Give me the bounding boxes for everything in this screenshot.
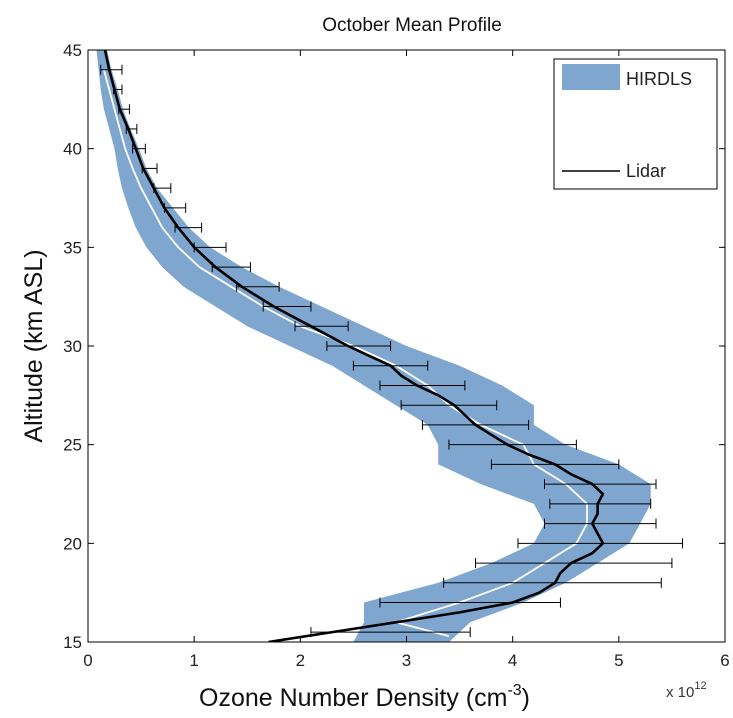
x-tick-label: 1 bbox=[189, 651, 198, 670]
lidar-line bbox=[103, 50, 605, 642]
lidar-error-bar bbox=[544, 518, 657, 529]
lidar-error-bar bbox=[443, 577, 662, 588]
lidar-error-bar bbox=[400, 400, 498, 411]
x-tick-label: 4 bbox=[508, 651, 517, 670]
lidar-error-bar bbox=[100, 64, 123, 75]
chart-title: October Mean Profile bbox=[322, 15, 502, 36]
y-tick-label: 20 bbox=[63, 534, 82, 553]
lidar-error-bar bbox=[544, 479, 657, 490]
x-axis-label-close: ) bbox=[522, 684, 530, 712]
lidar-error-bar bbox=[294, 321, 349, 332]
x-axis-label-superscript: -3 bbox=[507, 682, 521, 699]
legend: HIRDLS Lidar bbox=[553, 58, 718, 190]
x-axis-label-main: Ozone Number Density (cm bbox=[199, 684, 507, 712]
y-tick-label: 25 bbox=[63, 436, 82, 455]
lidar-error-bar bbox=[517, 538, 684, 549]
lidar-error-bar bbox=[326, 341, 392, 351]
y-axis-label: Altitude (km ASL) bbox=[20, 249, 48, 442]
x-tick-label: 5 bbox=[614, 651, 623, 670]
y-tick-label: 30 bbox=[63, 337, 82, 356]
legend-swatch-hirdls bbox=[562, 64, 620, 90]
lidar-error-bar bbox=[379, 597, 561, 608]
lidar-error-bar bbox=[262, 301, 312, 312]
x-axis-multiplier: x 1012 bbox=[666, 680, 707, 701]
x-tick-label: 0 bbox=[83, 651, 92, 670]
x-tick-label: 2 bbox=[296, 651, 305, 670]
y-tick-label: 40 bbox=[63, 140, 82, 159]
x-axis-multiplier-base: x 10 bbox=[666, 684, 694, 701]
x-axis-multiplier-exponent: 12 bbox=[694, 680, 706, 692]
y-tick-label: 15 bbox=[63, 633, 82, 652]
plot-area bbox=[96, 50, 684, 642]
x-tick-label: 3 bbox=[402, 651, 411, 670]
hirdls-mean-line bbox=[103, 69, 588, 637]
legend-label-lidar: Lidar bbox=[626, 161, 666, 181]
lidar-error-bar bbox=[379, 380, 466, 391]
lidar-error-bar bbox=[549, 498, 652, 509]
lidar-error-bar bbox=[448, 439, 577, 450]
legend-label-hirdls: HIRDLS bbox=[626, 69, 692, 89]
x-tick-label: 6 bbox=[720, 651, 729, 670]
y-tick-label: 45 bbox=[63, 41, 82, 60]
y-tick-label: 35 bbox=[63, 238, 82, 257]
x-axis-label: Ozone Number Density (cm-3) bbox=[199, 682, 530, 712]
